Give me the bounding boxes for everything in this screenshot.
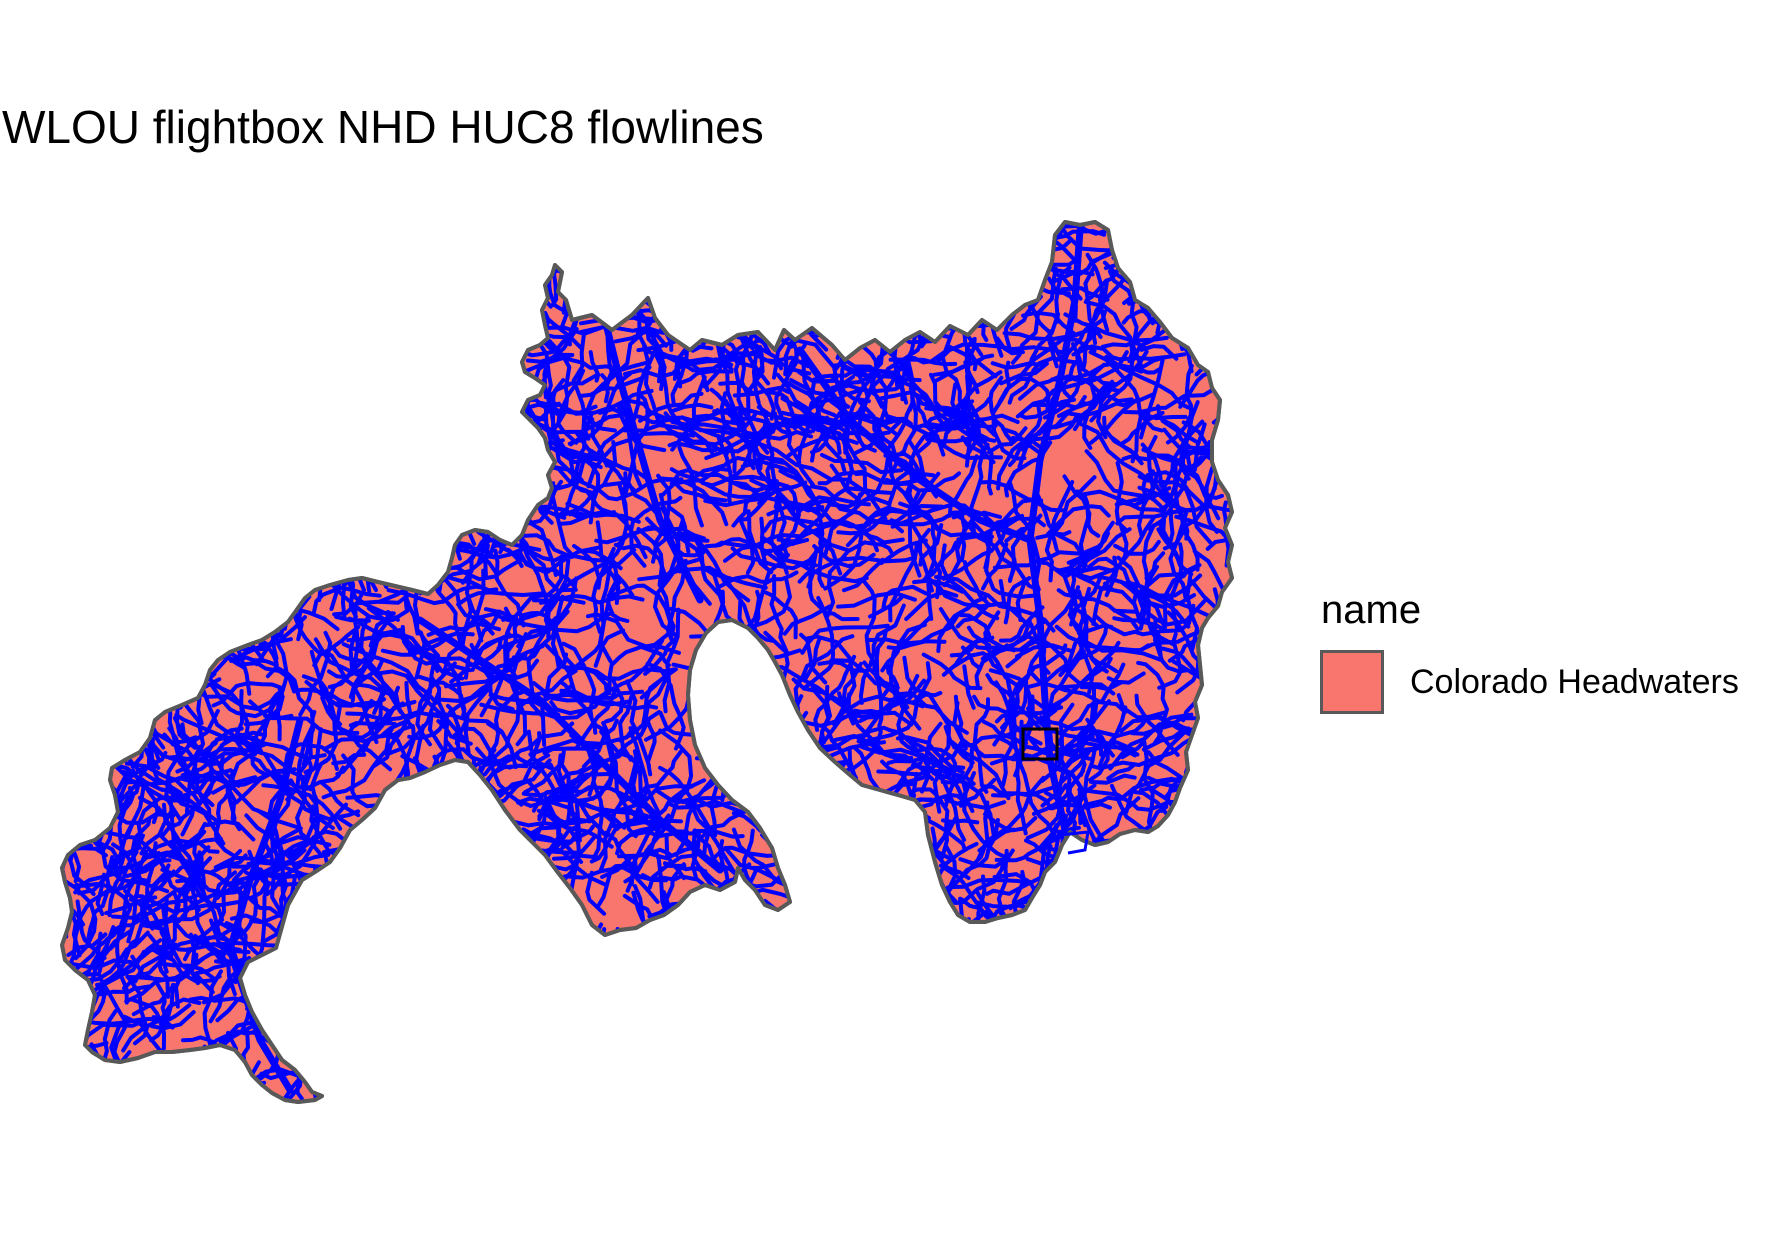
huc8-outline <box>60 220 1234 1104</box>
legend-item: Colorado Headwaters <box>1320 650 1739 714</box>
main-stem-flowline-3 <box>226 716 304 1094</box>
outlet-flowline <box>1059 830 1090 855</box>
wlou-flightbox <box>1021 727 1059 761</box>
main-stem-flowline-5 <box>416 616 724 874</box>
main-stem-flowline-2 <box>596 296 704 604</box>
legend-swatch <box>1320 650 1384 714</box>
legend: name Colorado Headwaters <box>1320 590 1739 714</box>
main-stem-flowline-4 <box>796 346 1034 544</box>
legend-title: name <box>1321 588 1422 632</box>
map-title: WLOU flightbox NHD HUC8 flowlines <box>2 101 764 153</box>
legend-label: Colorado Headwaters <box>1410 662 1739 701</box>
